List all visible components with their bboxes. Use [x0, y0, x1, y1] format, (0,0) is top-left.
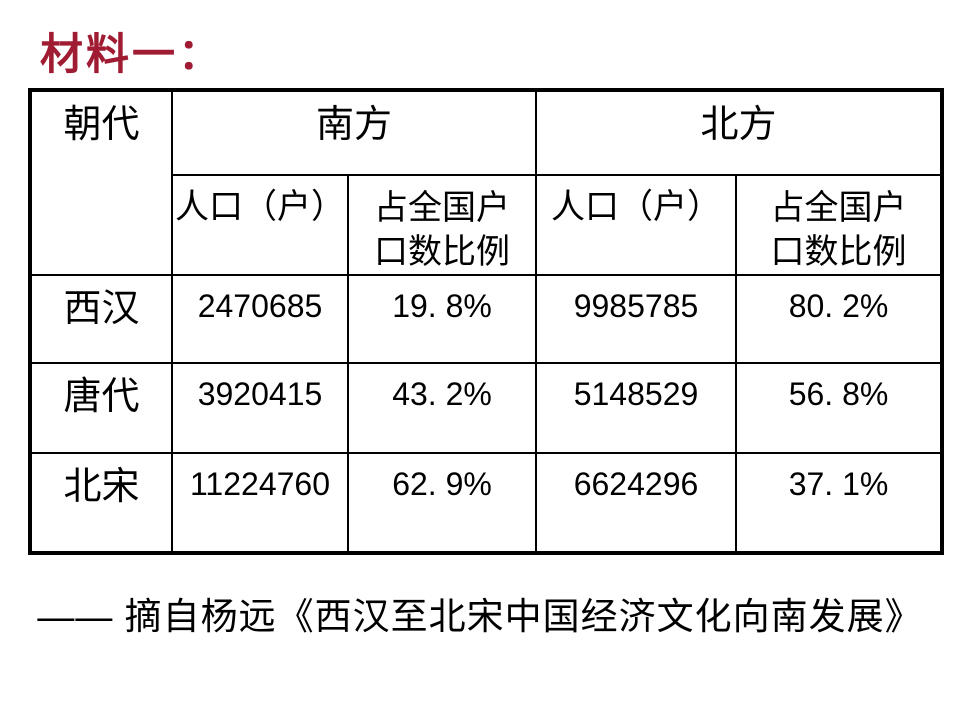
table-header-row-subcolumns: 人口（户） 占全国户口数比例 人口（户） 占全国户口数比例 [30, 173, 943, 277]
slide-title: 材料一： [40, 30, 224, 80]
cell-dynasty: 北宋 [29, 452, 173, 555]
header-group-south: 南方 [171, 89, 537, 176]
subheader-south-population: 人口（户） [171, 173, 349, 277]
table-row: 西汉 2470685 19. 8% 9985785 80. 2% [29, 274, 943, 365]
source-citation: —— 摘自杨远《西汉至北宋中国经济文化向南发展》 [37, 596, 923, 637]
cell-dynasty: 唐代 [29, 362, 173, 455]
subheader-south-share-text: 占全国户口数比例 [374, 189, 510, 272]
cell-south-population: 11224760 [171, 452, 349, 555]
cell-north-population: 9985785 [535, 274, 737, 365]
subheader-north-population: 人口（户） [535, 173, 737, 277]
cell-north-share: 80. 2% [735, 274, 943, 365]
cell-north-population: 5148529 [535, 362, 737, 455]
cell-north-population: 6624296 [535, 452, 737, 555]
cell-dynasty: 西汉 [29, 274, 173, 365]
table-header-row-groups: 朝代 南方 北方 [29, 88, 943, 277]
cell-south-population: 3920415 [171, 362, 349, 455]
header-dynasty: 朝代 [29, 88, 173, 277]
table-row: 唐代 3920415 43. 2% 5148529 56. 8% [29, 362, 943, 455]
cell-south-share: 62. 9% [347, 452, 537, 555]
subheader-north-share-text: 占全国户口数比例 [770, 189, 907, 272]
population-table: 朝代 南方 北方 人口（户） 占全国户口数比例 人口（户） 占全国户口数比例 西… [28, 88, 944, 556]
subheader-south-share: 占全国户口数比例 [347, 173, 537, 277]
cell-north-share: 56. 8% [735, 362, 943, 455]
header-group-north: 北方 [535, 89, 943, 176]
cell-south-share: 19. 8% [347, 274, 537, 365]
subheader-north-share: 占全国户口数比例 [735, 173, 943, 277]
table-row: 北宋 11224760 62. 9% 6624296 37. 1% [29, 452, 943, 555]
cell-south-share: 43. 2% [347, 362, 537, 455]
cell-north-share: 37. 1% [735, 452, 943, 555]
cell-south-population: 2470685 [171, 274, 349, 365]
